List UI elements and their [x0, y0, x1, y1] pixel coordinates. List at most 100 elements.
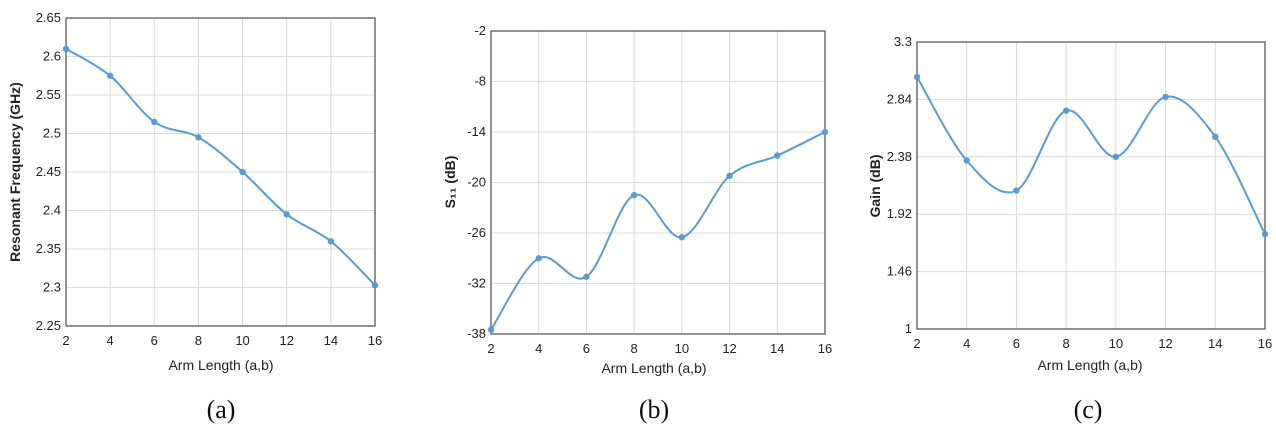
panel-c-data-point: [1212, 133, 1219, 141]
panel-c-data-point: [913, 73, 921, 81]
panel-b: 2 4 6 8 10 12 14 16 -38 -32 -26 -20 -14 -8 -2 Arm Len…: [442, 23, 832, 424]
panel-b-data-point: [487, 326, 495, 333]
panel-c-caption: (c): [1074, 395, 1103, 424]
panel-b-x-tick-label: 10: [675, 341, 689, 356]
panel-b-data-point: [774, 152, 781, 159]
panel-b-y-tick-label: -8: [474, 74, 486, 89]
panel-a-x-tick-label: 8: [195, 333, 202, 348]
panel-b-data-point: [535, 255, 542, 262]
panel-b-x-tick-label: 2: [487, 341, 494, 356]
panel-a-x-tick-label: 16: [368, 333, 382, 348]
panel-a-y-axis-title: Resonant Frequency (GHz): [7, 82, 23, 262]
panel-a-y-tick-label: 2.65: [36, 10, 61, 25]
panel-a: 2 4 6 8 10 12 14 16 2.252.32.352.42.452.52.552.…: [7, 10, 382, 424]
panel-c-x-tick-label: 2: [913, 336, 920, 351]
panel-b-data-point: [583, 273, 590, 280]
panel-c-markers: [913, 73, 1269, 238]
panel-a-y-tick-label: 2.4: [43, 203, 61, 218]
panel-b-y-axis-title: S₁₁ (dB): [442, 156, 458, 209]
panel-a-data-point: [151, 118, 158, 126]
panel-a-x-tick-label: 14: [324, 333, 338, 348]
panel-b-data-point: [630, 191, 638, 199]
panel-b-data-point: [678, 234, 686, 241]
panel-a-x-tick-labels: 2 4 6 8 10 12 14 16: [62, 333, 382, 348]
panel-b-y-tick-labels: -38 -32 -26 -20 -14 -8 -2: [467, 23, 486, 341]
panel-c-y-axis-title: Gain (dB): [867, 155, 883, 218]
panel-c-y-tick-label: 1: [905, 321, 912, 336]
panel-a-markers: [62, 45, 379, 289]
panel-b-grid: [490, 30, 826, 335]
panel-c-plot-frame: [916, 41, 1266, 330]
panel-b-y-tick-label: -38: [467, 326, 486, 341]
panel-b-data-point: [726, 172, 733, 179]
panel-a-y-tick-label: 2.6: [43, 49, 61, 64]
panel-c-x-tick-label: 6: [1013, 336, 1020, 351]
panel-b-x-tick-label: 4: [535, 341, 542, 356]
panel-a-data-point: [371, 281, 379, 289]
panel-a-y-tick-label: 2.5: [43, 126, 61, 141]
panel-b-y-tick-label: -2: [474, 23, 486, 38]
panel-a-y-tick-label: 2.3: [43, 280, 61, 295]
panel-b-y-tick-label: -20: [467, 175, 486, 190]
panel-a-plot-frame: [65, 17, 376, 327]
panel-c-x-tick-label: 12: [1158, 336, 1172, 351]
panel-c-y-tick-label: 3.3: [894, 34, 912, 49]
panel-a-data-point: [283, 211, 290, 218]
panel-a-x-tick-label: 4: [107, 333, 114, 348]
panel-b-x-tick-label: 6: [583, 341, 590, 356]
panel-a-x-tick-label: 12: [279, 333, 293, 348]
panel-a-data-point: [62, 45, 70, 52]
panel-b-x-axis-title: Arm Length (a,b): [601, 360, 706, 376]
panel-c-x-tick-label: 4: [963, 336, 970, 351]
panel-a-caption: (a): [207, 395, 236, 424]
panel-c-data-point: [1112, 153, 1120, 160]
panel-a-x-tick-label: 10: [235, 333, 249, 348]
panel-a-series-line: [65, 47, 376, 286]
panel-c-y-tick-label: 1.92: [887, 206, 912, 221]
panel-c-x-axis-title: Arm Length (a,b): [1037, 357, 1142, 373]
panel-c-y-tick-label: 1.46: [887, 264, 912, 279]
panel-c-y-tick-label: 2.38: [887, 149, 912, 164]
panel-a-y-tick-label: 2.55: [36, 87, 61, 102]
panel-c-series-line: [916, 76, 1266, 235]
panel-c-grid: [916, 41, 1266, 330]
panel-b-caption: (b): [639, 395, 669, 424]
panel-a-x-tick-label: 6: [151, 333, 158, 348]
panel-c-y-tick-label: 2.84: [887, 91, 912, 106]
panel-c-x-tick-label: 14: [1208, 336, 1222, 351]
panel-b-y-tick-label: -26: [467, 225, 486, 240]
panel-a-y-tick-label: 2.25: [36, 318, 61, 333]
panel-b-data-point: [821, 128, 829, 136]
panel-c-data-point: [1261, 230, 1269, 238]
panel-c-x-tick-labels: 2 4 6 8 10 12 14 16: [913, 336, 1272, 351]
panel-b-series-line: [490, 131, 826, 331]
panel-c-x-tick-label: 10: [1109, 336, 1123, 351]
panel-b-x-tick-label: 14: [770, 341, 784, 356]
panel-b-markers: [487, 128, 829, 333]
panel-a-data-point: [327, 238, 335, 245]
panel-c-x-tick-label: 16: [1258, 336, 1272, 351]
panel-c-data-point: [1162, 93, 1169, 101]
panel-b-x-tick-label: 12: [722, 341, 736, 356]
panel-b-plot-frame: [490, 30, 826, 335]
panel-a-y-tick-label: 2.35: [36, 241, 61, 256]
panel-c-data-point: [1062, 107, 1070, 114]
panel-c-y-tick-labels: 1 1.46 1.92 2.38 2.84 3.3: [887, 34, 912, 336]
panel-c-data-point: [963, 157, 970, 164]
panel-c-x-tick-label: 8: [1063, 336, 1070, 351]
panel-b-x-tick-label: 8: [631, 341, 638, 356]
panel-a-grid: [65, 17, 376, 327]
panel-a-x-tick-label: 2: [62, 333, 69, 348]
panel-b-x-tick-labels: 2 4 6 8 10 12 14 16: [487, 341, 832, 356]
panel-a-data-point: [106, 72, 114, 79]
panel-a-y-tick-label: 2.45: [36, 164, 61, 179]
panel-b-y-tick-label: -32: [467, 276, 486, 291]
panel-b-x-tick-label: 16: [818, 341, 832, 356]
panel-a-data-point: [239, 168, 246, 176]
panel-a-data-point: [195, 134, 202, 141]
panel-a-x-axis-title: Arm Length (a,b): [168, 357, 273, 373]
panel-a-y-tick-labels: 2.25 2.3 2.35 2.4 2.45 2.5 2.55 2.6 2.65: [36, 10, 61, 333]
panel-c-data-point: [1013, 187, 1020, 194]
panel-c: 2 4 6 8 10 12 14 16 1 1.46 1.92 2.38 2.84 3.3 Arm Le…: [867, 34, 1272, 424]
